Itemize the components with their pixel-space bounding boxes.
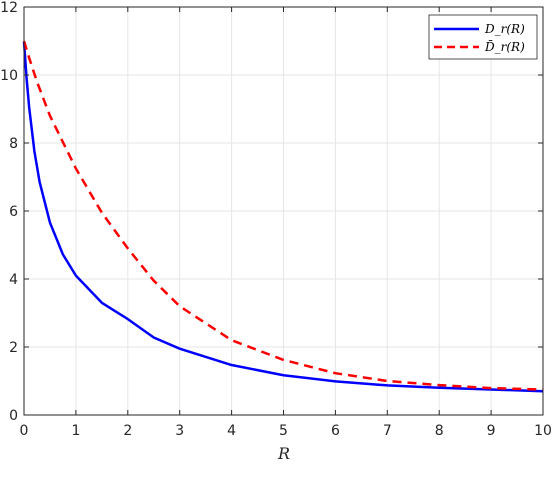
x-tick-label: 2 xyxy=(123,423,132,439)
x-tick-label: 6 xyxy=(331,423,340,439)
y-tick-label: 8 xyxy=(9,136,18,152)
y-tick-label: 2 xyxy=(9,340,18,356)
x-tick-label: 7 xyxy=(383,423,392,439)
series-line-1 xyxy=(22,41,544,393)
y-tick-label: 6 xyxy=(9,204,18,220)
legend-label-1: D_r(R) xyxy=(484,22,525,36)
y-tick-label: 4 xyxy=(9,272,18,288)
x-tick-label: 5 xyxy=(279,423,288,439)
x-tick-label: 9 xyxy=(487,423,496,439)
x-tick-label: 1 xyxy=(71,423,80,439)
x-tick-label: 4 xyxy=(227,423,236,439)
x-tick-label: 3 xyxy=(175,423,184,439)
y-tick-label: 10 xyxy=(0,68,18,84)
series-layer xyxy=(22,40,544,393)
series-line-2 xyxy=(22,40,544,391)
x-axis-label: R xyxy=(277,444,290,463)
x-tick-label: 8 xyxy=(435,423,444,439)
x-tick-label: 10 xyxy=(534,423,552,439)
x-tick-label: 0 xyxy=(20,423,29,439)
legend: D_r(R) D̄_r(R) xyxy=(428,14,538,60)
legend-box xyxy=(428,14,538,60)
y-tick-label: 12 xyxy=(0,0,18,16)
y-tick-label: 0 xyxy=(9,408,18,424)
legend-label-2: D̄_r(R) xyxy=(484,39,525,54)
